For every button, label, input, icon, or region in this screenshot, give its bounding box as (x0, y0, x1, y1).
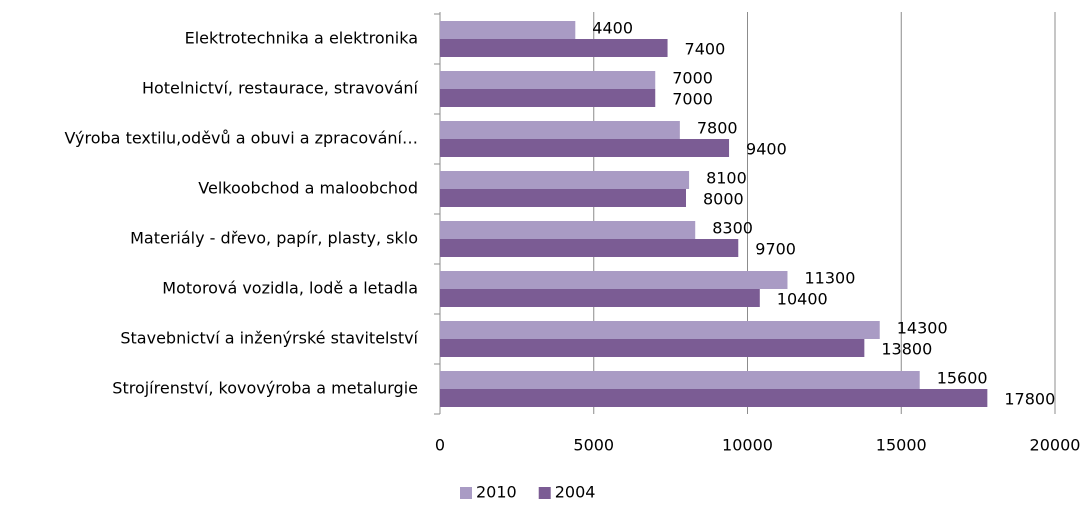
bar (440, 39, 668, 57)
value-label: 8000 (703, 190, 744, 209)
value-label: 9400 (746, 140, 787, 159)
value-label: 7800 (697, 119, 738, 138)
bar (440, 71, 656, 89)
y-tick-label: Výroba textilu,oděvů a obuvi a zpracován… (65, 129, 418, 148)
y-tick-label: Elektrotechnika a elektronika (185, 29, 418, 48)
bar (440, 239, 739, 257)
bar (440, 339, 865, 357)
value-label: 10400 (777, 290, 828, 309)
value-label: 8100 (706, 169, 747, 188)
y-tick-label: Velkoobchod a maloobchod (198, 179, 418, 198)
value-label: 7000 (672, 90, 713, 109)
bar (440, 221, 696, 239)
legend-swatch (538, 487, 551, 499)
value-label: 7400 (685, 40, 726, 59)
value-label: 17800 (1004, 390, 1055, 409)
bar (440, 271, 788, 289)
value-label: 8300 (712, 219, 753, 238)
value-label: 9700 (755, 240, 796, 259)
value-label: 14300 (897, 319, 948, 338)
bar (440, 139, 730, 157)
y-tick-label: Stavebnictví a inženýrské stavitelství (120, 329, 418, 348)
bar (440, 171, 690, 189)
bar (440, 121, 680, 139)
bar (440, 89, 656, 107)
x-tick-label: 10000 (722, 436, 773, 455)
value-label: 4400 (592, 19, 633, 38)
value-label: 11300 (804, 269, 855, 288)
value-label: 15600 (937, 369, 988, 388)
x-tick-label: 0 (435, 436, 445, 455)
legend-label: 2004 (555, 483, 596, 502)
bar (440, 371, 920, 389)
y-tick-label: Hotelnictví, restaurace, stravování (142, 79, 419, 98)
bar (440, 289, 760, 307)
bar (440, 389, 988, 407)
bar (440, 21, 576, 39)
bar (440, 189, 686, 207)
bar (440, 321, 880, 339)
legend-label: 2010 (476, 483, 517, 502)
y-tick-label: Motorová vozidla, lodě a letadla (162, 279, 418, 298)
x-tick-label: 15000 (876, 436, 927, 455)
y-tick-label: Strojírenství, kovovýroba a metalurgie (112, 379, 418, 398)
y-tick-label: Materiály - dřevo, papír, plasty, sklo (130, 229, 418, 248)
value-label: 13800 (881, 340, 932, 359)
x-tick-label: 20000 (1030, 436, 1081, 455)
x-tick-label: 5000 (573, 436, 614, 455)
value-label: 7000 (672, 69, 713, 88)
legend-swatch (460, 487, 472, 499)
